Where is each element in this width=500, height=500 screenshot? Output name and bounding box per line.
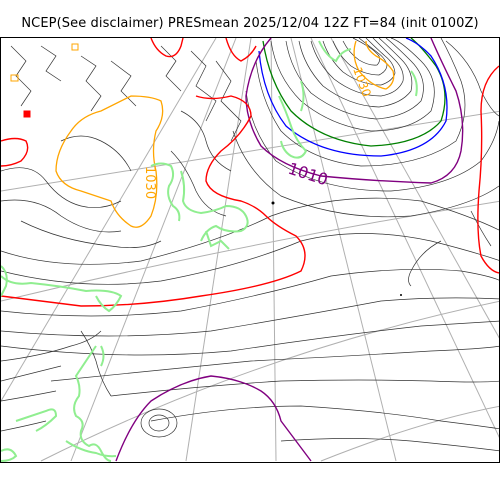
longitude-line xyxy=(330,38,499,339)
latitude-line xyxy=(1,110,499,192)
label-1030-left: 1030 xyxy=(142,166,157,199)
longitude-line xyxy=(185,38,252,462)
isobar-1020-right xyxy=(477,65,499,274)
latitude-line xyxy=(40,300,499,462)
marker-dot xyxy=(271,201,275,205)
isobar-1020-left xyxy=(1,137,29,167)
isobar-1010-upper xyxy=(245,38,464,184)
longitude-line xyxy=(310,38,499,438)
isobars-thin xyxy=(1,38,499,452)
isobar-1000 xyxy=(262,38,446,147)
isobar-1030-top xyxy=(353,40,395,90)
isobar-1030-small xyxy=(10,74,19,82)
latitude-line xyxy=(1,200,499,302)
map-title: NCEP(See disclaimer) PRESmean 2025/12/04… xyxy=(21,16,479,31)
isobar-1030-small xyxy=(71,43,79,51)
isobar-1020-top xyxy=(225,38,257,62)
isobar-1020-topleft xyxy=(150,38,184,58)
isobar-990 xyxy=(258,38,448,157)
marker-dot xyxy=(23,110,31,118)
longitude-line xyxy=(270,38,277,462)
latitude-line xyxy=(320,405,499,462)
longitude-line xyxy=(290,38,397,462)
isobar-1020-main xyxy=(1,95,306,307)
label-1030-top: 1030 xyxy=(350,65,374,98)
isobar-1010-lower xyxy=(115,375,312,462)
coastlines xyxy=(1,40,418,462)
longitude-line xyxy=(70,38,237,462)
graticule xyxy=(1,38,499,462)
longitude-line xyxy=(1,38,217,402)
isobar-1030-left xyxy=(55,95,164,228)
label-1010: 1010 xyxy=(286,159,331,190)
map-frame: 1010 1030 1030 xyxy=(0,37,500,463)
pressure-map: 1010 1030 1030 xyxy=(1,38,499,462)
marker-dot xyxy=(400,294,402,296)
